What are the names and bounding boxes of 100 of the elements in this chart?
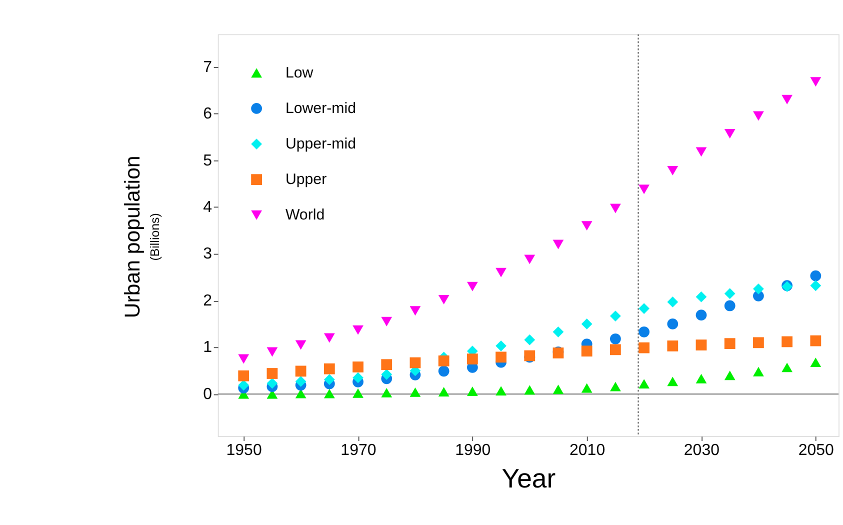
x-tick-label: 1950 [226, 442, 262, 460]
point [410, 357, 421, 368]
point [667, 296, 678, 308]
point [753, 337, 764, 348]
y-tick-label: 0 [203, 386, 212, 403]
point [782, 362, 793, 372]
point [352, 372, 364, 384]
point [496, 352, 506, 363]
x-tick-label: 1990 [455, 442, 491, 460]
point [810, 335, 822, 346]
point [696, 340, 707, 350]
point [638, 326, 650, 338]
point [352, 325, 364, 335]
point [266, 368, 278, 379]
point [696, 310, 707, 321]
legend-label: Low [285, 64, 314, 82]
legend-label: Lower-mid [285, 100, 356, 117]
point [610, 310, 621, 322]
point [610, 344, 621, 356]
point [238, 354, 250, 364]
legend-label: World [285, 206, 325, 224]
point [410, 306, 421, 316]
point [466, 386, 478, 396]
x-tick-label: 2030 [684, 442, 720, 460]
y-tick-label: 5 [203, 152, 212, 170]
point [352, 388, 364, 398]
y-tick-label: 2 [203, 292, 212, 310]
point [810, 77, 822, 87]
point [696, 374, 707, 384]
point [381, 388, 392, 398]
point [266, 347, 278, 357]
point [438, 294, 450, 304]
point [782, 94, 793, 104]
legend-label: Upper-mid [285, 135, 356, 152]
x-tick-label: 1970 [340, 442, 376, 460]
point [496, 386, 506, 396]
point [696, 147, 707, 157]
point [782, 336, 793, 348]
point [238, 370, 250, 382]
legend-label: Upper [285, 171, 327, 188]
point [295, 340, 306, 350]
point [638, 303, 650, 314]
point [496, 268, 506, 278]
point [581, 383, 592, 393]
point [810, 358, 822, 367]
y-tick-label: 1 [203, 339, 212, 356]
point [724, 338, 736, 350]
point [638, 379, 650, 388]
point [581, 318, 592, 330]
point [352, 362, 364, 372]
point [667, 166, 678, 176]
text: (Billions) [148, 213, 162, 261]
point [753, 366, 764, 376]
point [266, 378, 278, 389]
point [810, 270, 822, 282]
point [295, 366, 306, 377]
point [638, 184, 650, 194]
point [724, 370, 736, 380]
point [552, 240, 564, 250]
point [581, 346, 592, 357]
x-axis-title: Year [502, 463, 556, 494]
point [753, 283, 764, 294]
point [381, 359, 392, 370]
point [238, 380, 250, 391]
point [438, 366, 450, 377]
point [696, 291, 707, 302]
point [438, 355, 450, 366]
x-tick-label: 2010 [569, 442, 606, 460]
point [295, 376, 306, 387]
point [753, 111, 764, 121]
point [724, 300, 736, 312]
y-tick-label: 7 [203, 58, 212, 76]
point [724, 129, 736, 138]
point [667, 376, 678, 386]
point [524, 334, 536, 346]
point [667, 340, 678, 352]
y-tick-label: 4 [203, 199, 212, 216]
point [552, 384, 564, 394]
point [410, 387, 421, 397]
point [381, 316, 392, 326]
y-tick-label: 3 [203, 246, 212, 263]
point [524, 385, 536, 395]
x-tick-label: 2050 [798, 442, 834, 460]
point [324, 374, 335, 386]
y-tick-label: 6 [203, 106, 212, 123]
point [581, 221, 592, 231]
point [524, 254, 536, 264]
point [466, 354, 478, 364]
point [324, 388, 335, 398]
point [324, 363, 335, 374]
point [381, 368, 392, 380]
point [552, 326, 564, 338]
point [438, 387, 450, 396]
point [610, 333, 621, 344]
point [638, 342, 650, 354]
point [810, 280, 822, 292]
point [466, 282, 478, 292]
point [667, 318, 678, 330]
point [324, 333, 335, 343]
y-axis-title: Urban population [120, 156, 145, 318]
